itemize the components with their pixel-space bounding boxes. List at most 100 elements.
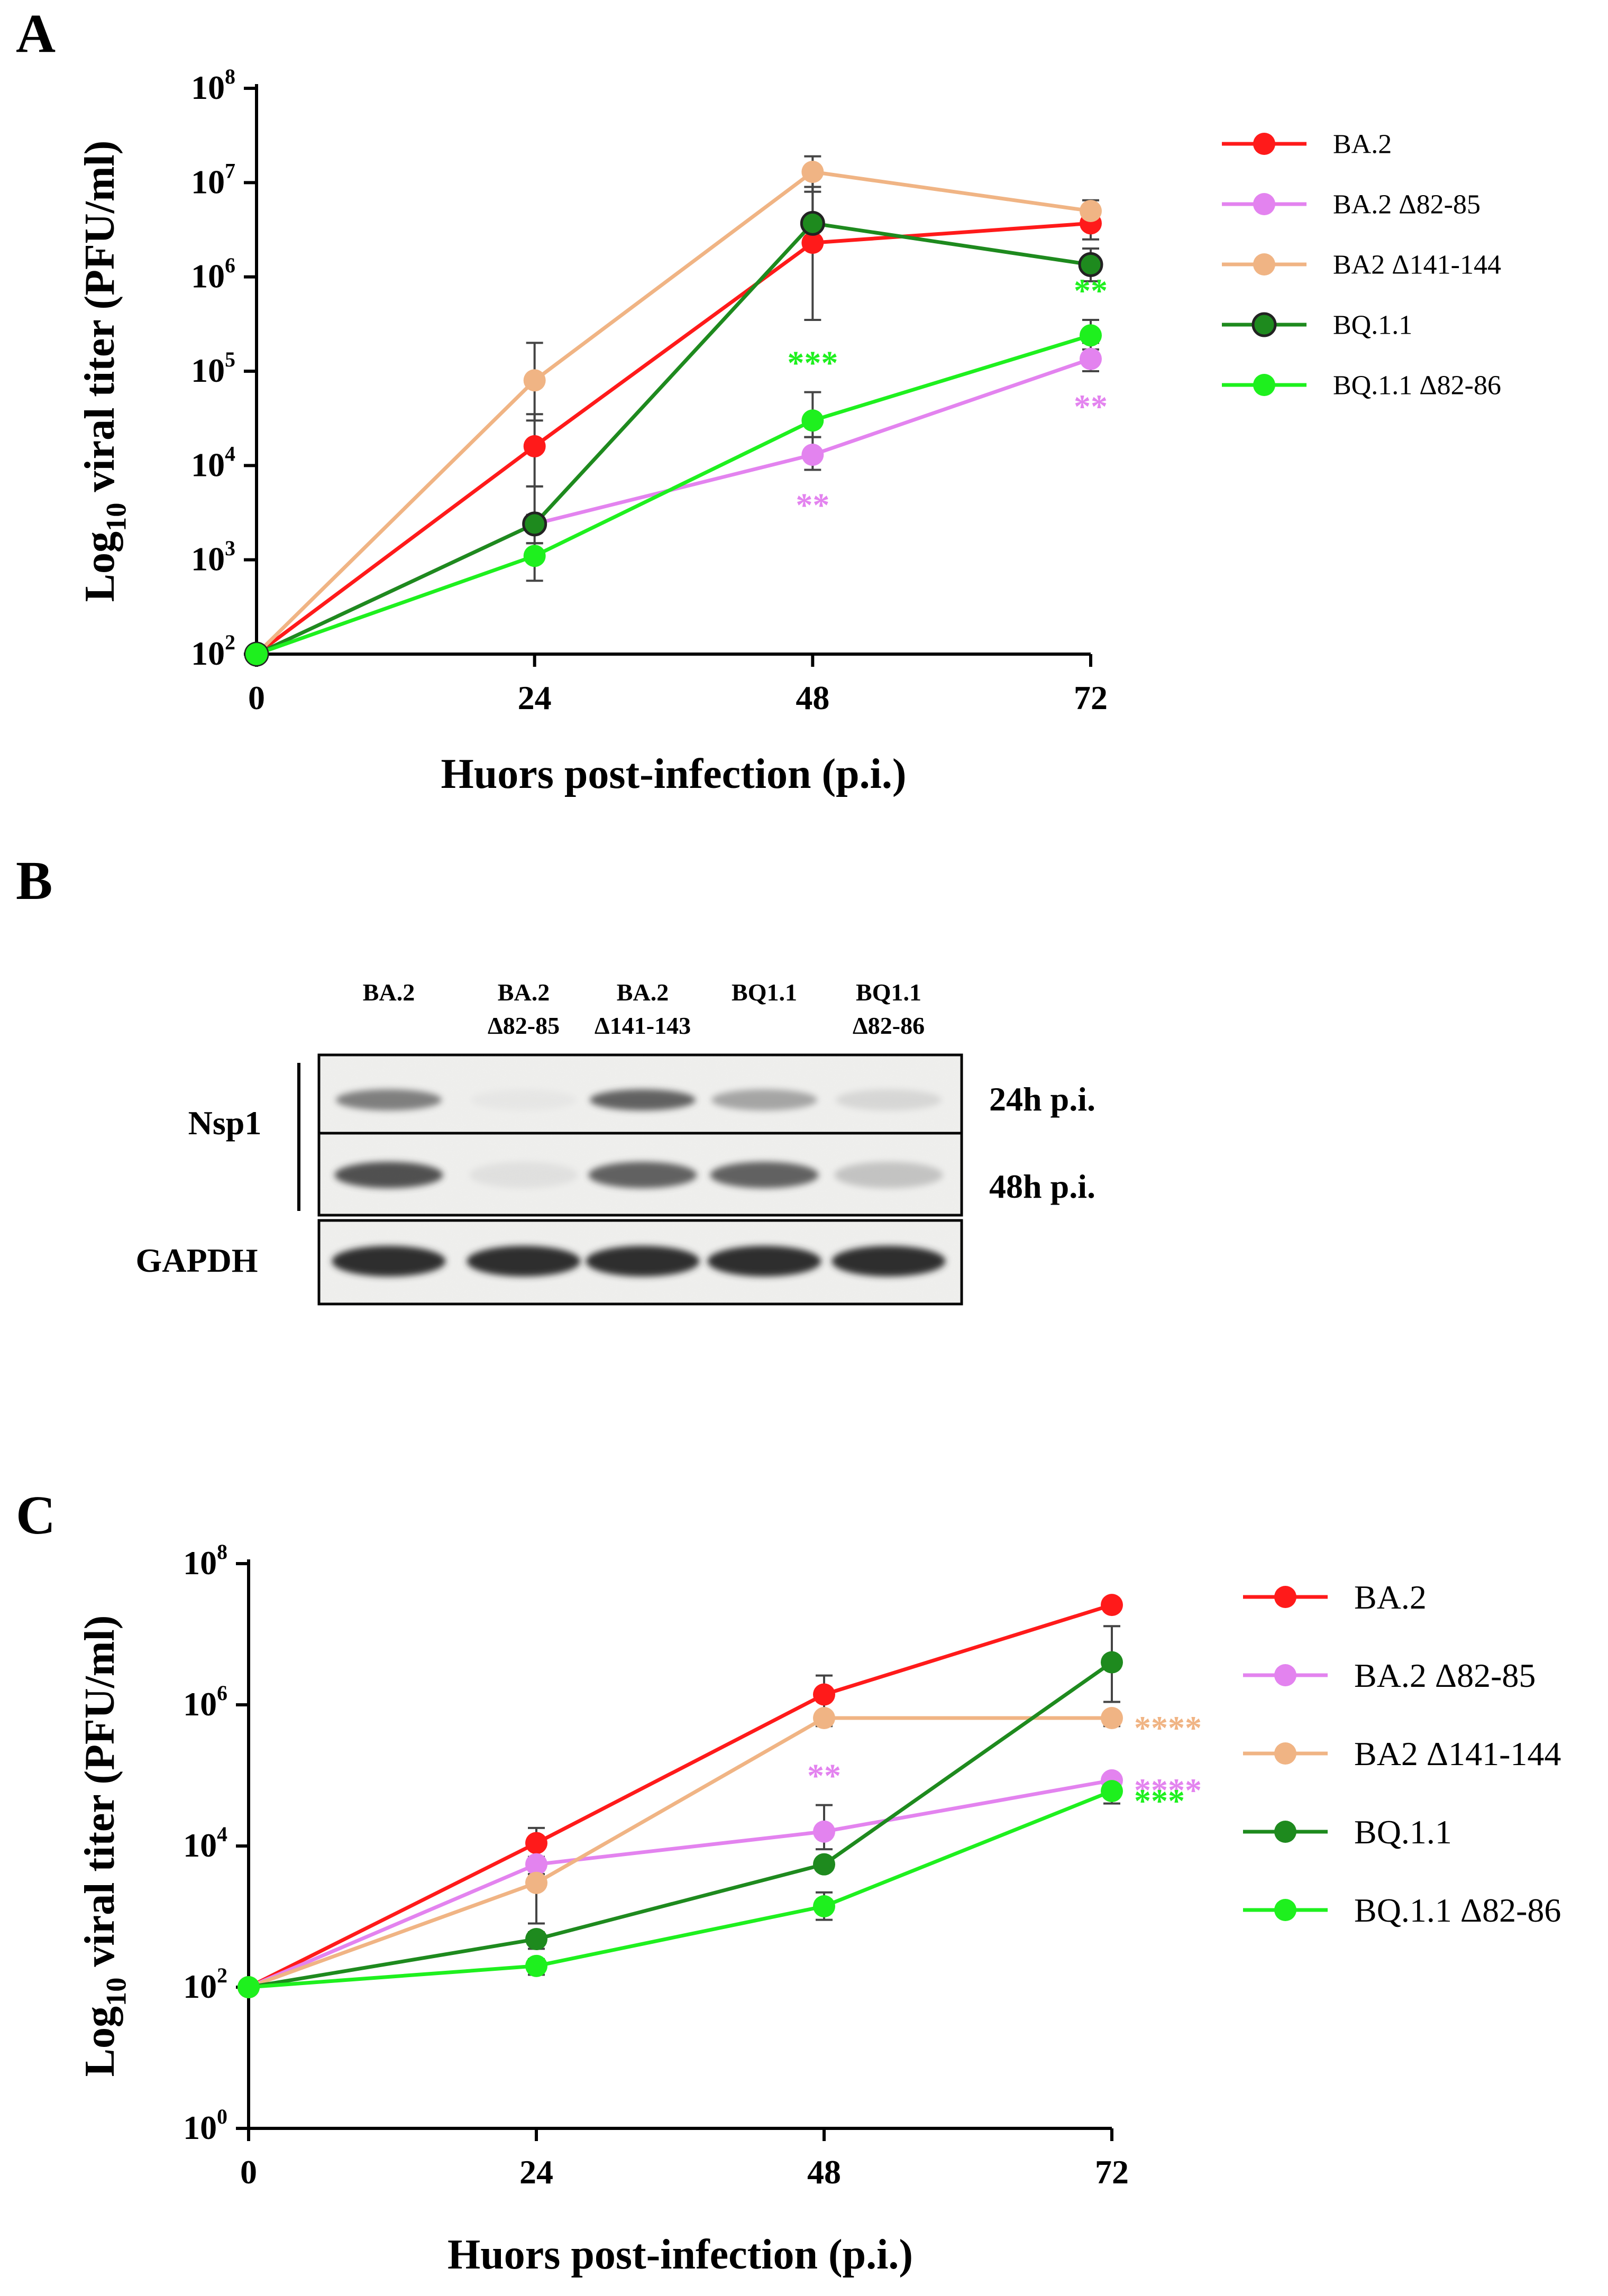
data-point-ba-2 bbox=[525, 1832, 547, 1854]
series-line-ba-2-82-85 bbox=[248, 1778, 1112, 1989]
y-tick-base: 10 bbox=[191, 69, 225, 106]
data-point-bq-1-1 bbox=[522, 511, 547, 537]
data-point-ba2-141-144 bbox=[1101, 1706, 1123, 1729]
legend-label-bq-1-1-82-86: BQ.1.1 Δ82-86 bbox=[1333, 371, 1501, 401]
lane-label: BA.2 bbox=[363, 979, 415, 1006]
data-point-ba2-141-144 bbox=[813, 1706, 835, 1729]
protein-band bbox=[707, 1246, 821, 1276]
y-tick-label: 103 bbox=[191, 537, 235, 578]
y-tick-exponent: 2 bbox=[217, 1964, 227, 1987]
protein-band bbox=[334, 1162, 443, 1188]
lane-label: BQ1.1 bbox=[856, 979, 921, 1006]
y-tick-base: 10 bbox=[191, 635, 225, 672]
significance-marker: *** bbox=[1134, 1782, 1185, 1820]
lane-label-2: Δ82-86 bbox=[853, 1012, 925, 1039]
x-tick-label: 72 bbox=[1074, 679, 1108, 717]
y-tick-label: 107 bbox=[191, 160, 235, 201]
lane-label-2: Δ141-143 bbox=[595, 1012, 691, 1039]
legend-label-ba-2: BA.2 bbox=[1354, 1578, 1427, 1616]
y-tick-label: 106 bbox=[183, 1682, 227, 1723]
significance-marker: ** bbox=[1074, 388, 1108, 425]
data-point-bq-1-1-82-86 bbox=[801, 409, 824, 432]
y-tick-label: 105 bbox=[191, 348, 235, 389]
y-tick-label: 102 bbox=[183, 1964, 227, 2005]
protein-band bbox=[332, 1246, 446, 1276]
data-point-bq-1-1-82-86 bbox=[523, 545, 546, 567]
protein-band bbox=[469, 1162, 578, 1188]
data-point-ba-2-82-85 bbox=[813, 1820, 835, 1843]
y-tick-label: 108 bbox=[183, 1540, 227, 1582]
y-tick-exponent: 7 bbox=[225, 160, 235, 183]
significance-marker: *** bbox=[787, 344, 838, 382]
significance-marker: **** bbox=[1134, 1771, 1202, 1809]
protein-band bbox=[711, 1089, 817, 1110]
protein-band bbox=[710, 1162, 819, 1188]
lane-labels: BA.2 BA.2 Δ82-85 BA.2 Δ141-143 BQ1.1 BQ1.1 Δ82-… bbox=[363, 979, 925, 1039]
x-tick-label: 0 bbox=[248, 679, 265, 717]
legend-swatch-marker bbox=[1253, 133, 1275, 155]
y-label-subscript: 10 bbox=[100, 1978, 132, 2006]
data-point-ba-2 bbox=[1101, 1594, 1123, 1617]
data-point-ba2-141-144 bbox=[523, 369, 546, 392]
protein-band bbox=[832, 1246, 946, 1276]
y-tick-label: 108 bbox=[191, 65, 235, 106]
data-point-ba2-141-144 bbox=[1080, 200, 1102, 223]
series-line-bq-1-1 bbox=[248, 1660, 1113, 1989]
bands-48h bbox=[334, 1162, 943, 1188]
y-tick-exponent: 0 bbox=[217, 2105, 227, 2128]
legend-swatch-marker bbox=[1274, 1899, 1296, 1921]
nsp1-label: Nsp1 bbox=[188, 1104, 262, 1142]
data-point-bq-1-1 bbox=[1078, 252, 1103, 277]
legend-label-ba-2-82-85: BA.2 Δ82-85 bbox=[1333, 190, 1481, 220]
western-blot: BA.2 BA.2 Δ82-85 BA.2 Δ141-143 BQ1.1 BQ1.1 Δ82-… bbox=[135, 979, 1095, 1306]
data-point-ba-2-82-85 bbox=[801, 444, 824, 466]
data-point-bq-1-1-82-86 bbox=[237, 1976, 260, 1998]
y-tick-base: 10 bbox=[191, 540, 225, 578]
y-tick-exponent: 8 bbox=[217, 1540, 227, 1564]
legend-swatch-marker bbox=[1274, 1742, 1296, 1765]
data-point-ba2-141-144 bbox=[801, 161, 824, 183]
x-tick-label: 0 bbox=[240, 2153, 257, 2191]
y-axis-label: Log10 viral titer (PFU/ml) bbox=[77, 1615, 132, 2077]
series-line-ba-2 bbox=[248, 1603, 1113, 1989]
legend-swatch-marker bbox=[1253, 374, 1275, 396]
legend: BA.2 BA.2 Δ82-85 BA2 Δ141-144 BQ.1.1 BQ.1.1 … bbox=[1222, 130, 1501, 401]
series-line-bq-1-1-82-86 bbox=[255, 333, 1092, 656]
data-point-ba-2 bbox=[801, 232, 824, 254]
legend-swatch-marker bbox=[1251, 312, 1277, 337]
series-line-bq-1-1 bbox=[255, 221, 1091, 656]
protein-band bbox=[836, 1089, 942, 1110]
y-tick-base: 10 bbox=[191, 352, 225, 389]
y-tick-base: 10 bbox=[191, 446, 225, 483]
x-axis-label: Huors post-infection (p.i.) bbox=[447, 2231, 913, 2278]
y-tick-exponent: 4 bbox=[225, 443, 235, 466]
y-label-prefix: Log bbox=[77, 531, 123, 602]
significance-marker: ** bbox=[796, 486, 829, 524]
data-point-bq-1-1-82-86 bbox=[245, 643, 268, 665]
protein-band bbox=[586, 1246, 700, 1276]
data-point-bq-1-1-82-86 bbox=[525, 1954, 547, 1977]
y-tick-base: 10 bbox=[191, 163, 225, 200]
data-point-ba-2 bbox=[813, 1683, 835, 1706]
y-tick-base: 10 bbox=[183, 1968, 217, 2005]
y-tick-label: 102 bbox=[191, 631, 235, 672]
lane-label: BQ1.1 bbox=[732, 979, 797, 1006]
protein-band bbox=[471, 1089, 577, 1110]
legend-swatch-marker bbox=[1253, 193, 1275, 215]
panel-letter-c: C bbox=[16, 1485, 56, 1546]
protein-band bbox=[590, 1089, 696, 1110]
y-tick-exponent: 4 bbox=[217, 1823, 227, 1846]
series-line-ba2-141-144 bbox=[248, 1716, 1112, 1989]
lane-label-2: Δ82-85 bbox=[488, 1012, 560, 1039]
data-point-ba-2-82-85 bbox=[525, 1853, 547, 1876]
legend-label-ba-2-82-85: BA.2 Δ82-85 bbox=[1354, 1657, 1536, 1694]
data-point-bq-1-1 bbox=[1101, 1651, 1123, 1674]
legend-label-ba2-141-144: BA2 Δ141-144 bbox=[1354, 1735, 1561, 1772]
y-tick-label: 106 bbox=[191, 254, 235, 295]
lane-label: BA.2 bbox=[617, 979, 669, 1006]
x-axis-label: Huors post-infection (p.i.) bbox=[441, 751, 907, 797]
y-tick-base: 10 bbox=[183, 1685, 217, 1723]
series-line-ba-2 bbox=[255, 221, 1091, 656]
